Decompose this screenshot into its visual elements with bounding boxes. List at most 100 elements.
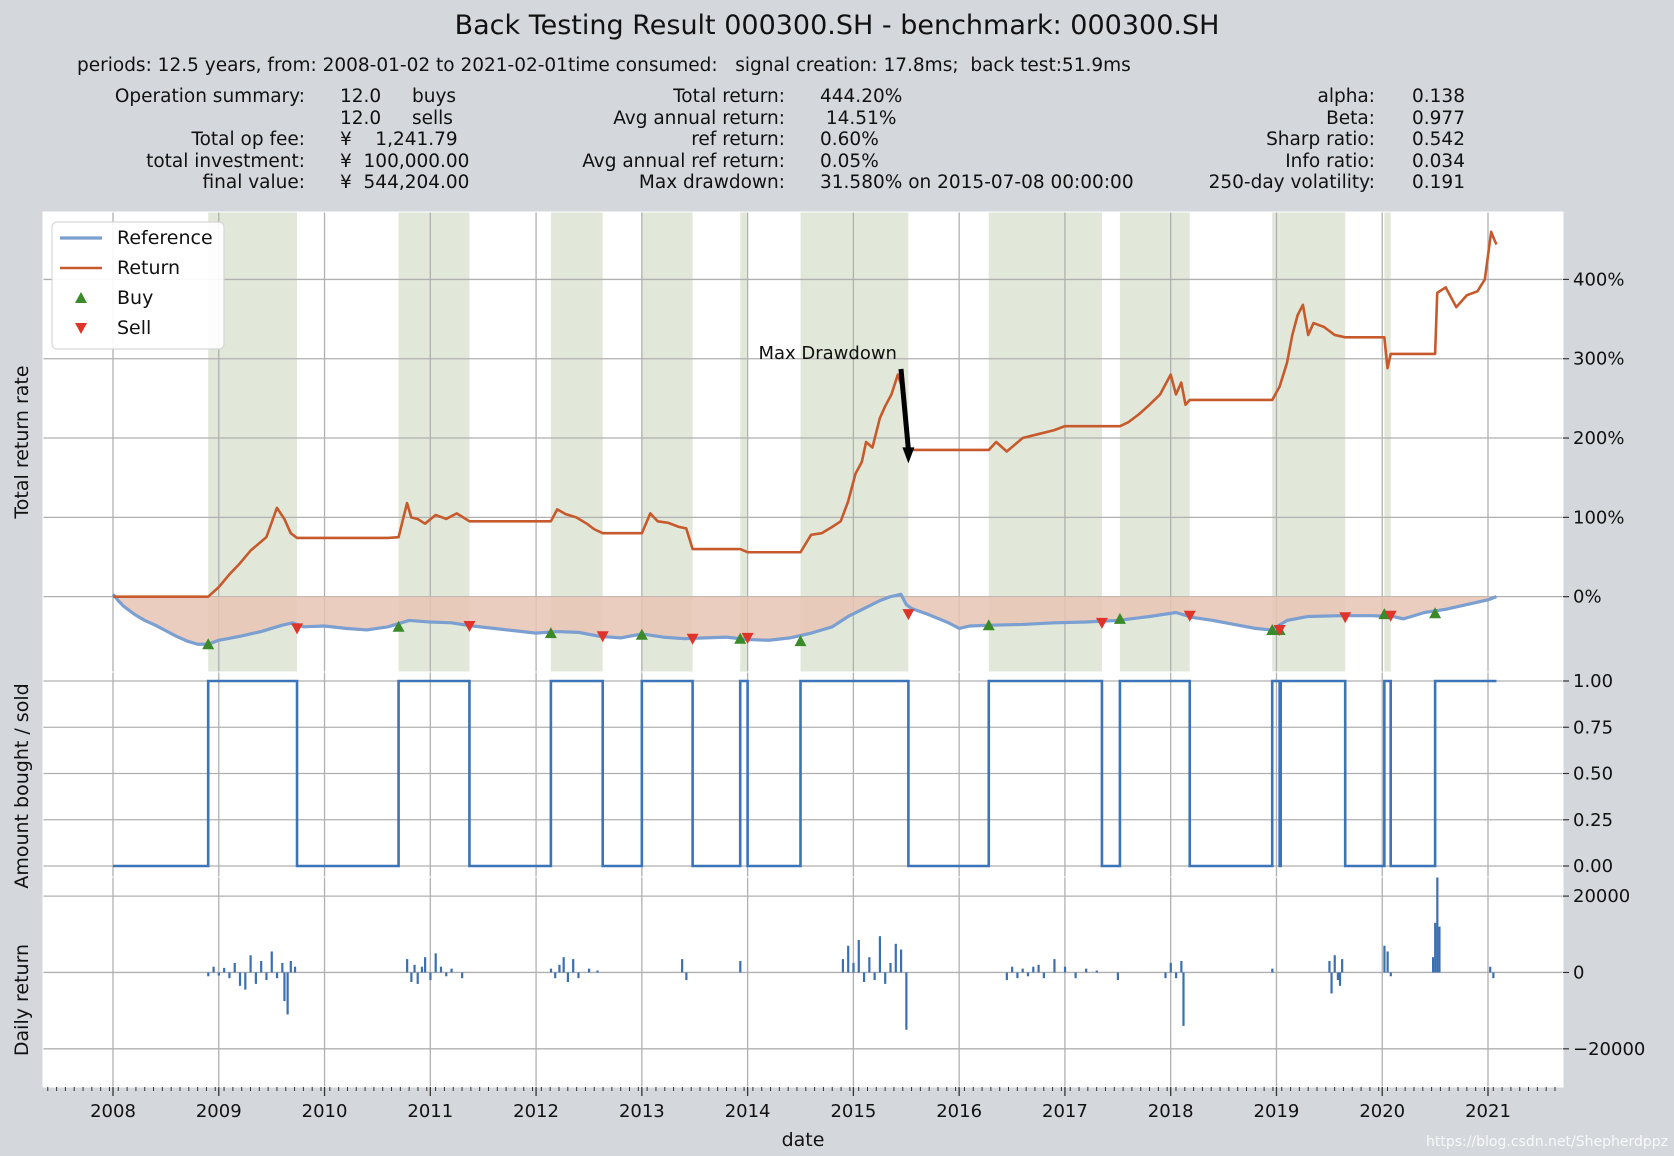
hold-period	[740, 212, 748, 672]
x-axis-label: date	[782, 1129, 825, 1151]
chart-panels: Max Drawdown 0% 100% 200% 300% 400% 0.00 0.25 0.…	[11, 211, 1645, 1151]
daily-return-bar	[450, 968, 453, 973]
drawdown-arrowhead	[902, 447, 915, 464]
daily-return-bar	[1341, 959, 1344, 973]
sell-marker	[1183, 610, 1196, 622]
daily-y-tick-label: 0	[1573, 962, 1584, 983]
legend-label-reference: Reference	[117, 227, 213, 249]
daily-return-bar	[1338, 972, 1342, 986]
daily-return-bar	[238, 972, 242, 986]
hold-period	[988, 212, 1102, 672]
amount-y-tick-label: 0.25	[1573, 810, 1613, 831]
watermark: https://blog.csdn.net/Shepherdppz	[1425, 1134, 1668, 1150]
summary-label-beta: Beta:	[1326, 108, 1375, 129]
daily-return-bar	[461, 972, 464, 979]
panel-frame	[42, 876, 1564, 1088]
summary-unit-sells: sells	[412, 108, 453, 129]
daily-return-bar	[223, 967, 226, 973]
return-y-tick-label: 400%	[1573, 269, 1624, 290]
daily-return-bar	[1085, 968, 1088, 973]
daily-return-bar	[1489, 966, 1492, 973]
sell-marker	[1273, 624, 1286, 636]
summary-label-ref-return: ref return:	[691, 129, 785, 150]
daily-return-bar	[429, 972, 432, 981]
daily-return-bar	[1434, 922, 1437, 973]
x-tick-label: 2014	[725, 1101, 771, 1122]
summary-value-final-value: ¥ 544,204.00	[340, 172, 470, 193]
daily-return-bar	[1383, 945, 1386, 973]
daily-return-bar	[254, 972, 257, 984]
amount-step-line	[113, 679, 1497, 868]
daily-return-bar	[424, 957, 427, 973]
summary-value-buys: 12.0	[340, 86, 382, 107]
buy-marker	[1113, 612, 1126, 624]
summary-value-investment: ¥ 100,000.00	[340, 151, 470, 172]
legend-swatch-sell	[75, 323, 87, 334]
daily-return-bar	[1037, 964, 1040, 973]
daily-return-bar	[1328, 961, 1331, 973]
daily-return-bar	[1438, 926, 1441, 973]
return-line	[113, 230, 1498, 598]
daily-return-bar	[270, 951, 273, 973]
daily-return-bar	[562, 957, 565, 973]
daily-return-bar	[1492, 972, 1495, 979]
daily-return-bar	[1389, 972, 1392, 977]
daily-return-bar	[857, 940, 860, 973]
summary-label-avg-ref-return: Avg annual ref return:	[582, 151, 785, 172]
daily-return-bar	[873, 972, 876, 981]
drawdown-annotation-label: Max Drawdown	[758, 343, 897, 364]
x-tick-label: 2019	[1254, 1101, 1300, 1122]
daily-return-bar	[434, 953, 437, 973]
x-tick-label: 2018	[1148, 1101, 1194, 1122]
daily-return-bar	[1180, 961, 1183, 973]
daily-return-bar	[260, 961, 263, 973]
summary-value-alpha: 0.138	[1412, 86, 1465, 107]
summary-value-sharp-ratio: 0.542	[1412, 129, 1465, 150]
hold-period	[398, 212, 470, 672]
daily-return-bar	[1016, 972, 1019, 979]
daily-return-bar	[1386, 951, 1389, 973]
daily-return-bar	[572, 959, 575, 973]
daily-return-bar	[1005, 972, 1008, 981]
daily-return-bar	[1336, 972, 1340, 981]
daily-return-bar	[445, 972, 448, 977]
summary-value-sells: 12.0	[340, 108, 382, 129]
summary-value-avg-ref-return: 0.05%	[820, 151, 879, 172]
legend-label-sell: Sell	[117, 317, 151, 339]
x-tick-label: 2010	[302, 1101, 348, 1122]
summary-label-op-fee: Total op fee:	[191, 129, 305, 150]
buy-marker	[544, 627, 557, 639]
daily-return-bar	[566, 972, 570, 982]
daily-return-bar	[905, 972, 908, 1030]
daily-return-bar	[884, 972, 887, 984]
summary-value-op-fee: ¥ 1,241.79	[340, 129, 458, 150]
daily-return-bar	[868, 957, 871, 973]
daily-return-bar	[852, 962, 855, 973]
daily-return-bar	[596, 970, 599, 973]
hold-period	[1384, 212, 1391, 672]
daily-return-bar	[289, 961, 292, 973]
buy-marker	[635, 628, 648, 640]
daily-return-bar	[410, 972, 413, 982]
buy-marker	[202, 638, 215, 650]
hold-period	[1279, 212, 1346, 672]
daily-return-bar	[420, 966, 424, 973]
daily-return-bar	[416, 972, 419, 984]
daily-return-bar	[1174, 972, 1178, 979]
x-tick-label: 2013	[619, 1101, 665, 1122]
daily-return-bar	[878, 936, 882, 973]
summary-label-investment: total investment:	[146, 151, 305, 172]
summary-label-volatility: 250-day volatility:	[1208, 172, 1375, 193]
chart-legend: Reference Return Buy Sell	[51, 221, 225, 350]
daily-y-tick-label: −20000	[1573, 1039, 1645, 1060]
summary-value-avg-annual-return: 14.51%	[820, 108, 897, 129]
daily-return-bar	[212, 966, 215, 973]
hold-period	[550, 212, 603, 672]
summary-label-sharp-ratio: Sharp ratio:	[1266, 129, 1375, 150]
amount-y-tick-label: 1.00	[1573, 671, 1613, 692]
daily-return-bar	[413, 964, 416, 973]
sell-marker	[1339, 612, 1352, 624]
legend-label-return: Return	[117, 257, 180, 279]
x-tick-label: 2009	[196, 1101, 242, 1122]
summary-value-volatility: 0.191	[1412, 172, 1465, 193]
